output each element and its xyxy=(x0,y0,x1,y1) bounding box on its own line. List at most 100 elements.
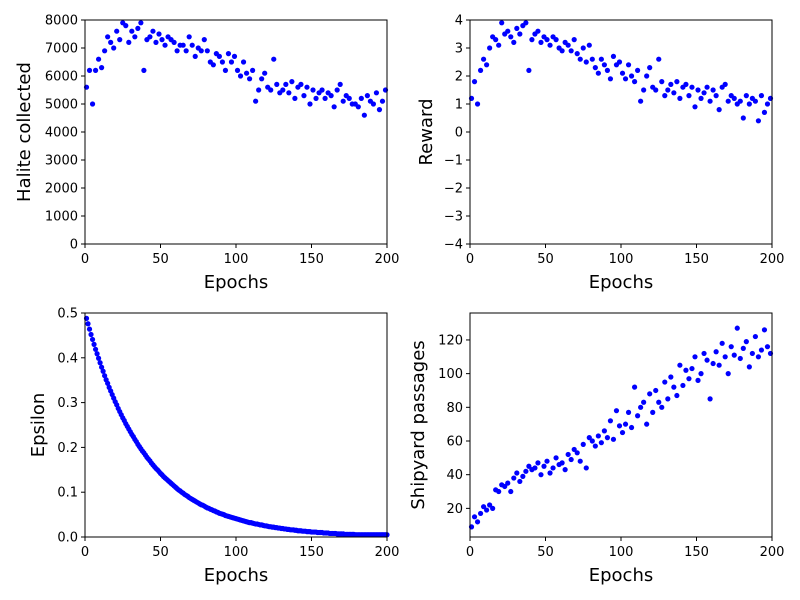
data-point xyxy=(659,404,665,410)
data-point xyxy=(180,42,186,48)
data-point xyxy=(250,67,256,73)
data-point xyxy=(680,382,686,389)
y-tick-label: 0.4 xyxy=(57,351,78,366)
y-axis-label: Shipyard passages xyxy=(408,340,429,509)
data-point xyxy=(574,51,580,57)
data-point xyxy=(231,53,238,60)
reward-ticks: 0 50 100 150 200 −4 −3 −2 −1 0 1 2 3 4 xyxy=(444,14,785,268)
data-point xyxy=(99,364,105,370)
data-point xyxy=(511,475,517,481)
data-point xyxy=(728,344,734,350)
data-point xyxy=(731,95,737,101)
data-point xyxy=(532,465,538,471)
data-point xyxy=(95,56,102,62)
data-point xyxy=(571,37,577,43)
data-point xyxy=(559,48,565,54)
data-point xyxy=(668,81,674,87)
data-point xyxy=(243,70,250,76)
data-point xyxy=(628,424,635,431)
y-tick-label: 120 xyxy=(438,333,463,348)
data-point xyxy=(683,367,689,373)
data-point xyxy=(625,409,632,415)
data-point xyxy=(331,104,337,110)
halite-ticks: 0 50 100 150 2000100020003000400050006000700… xyxy=(45,14,400,268)
y-tick-label: −3 xyxy=(444,210,463,225)
data-point xyxy=(100,368,106,374)
data-point xyxy=(225,51,232,57)
y-tick-label: 2000 xyxy=(45,182,78,197)
data-point xyxy=(547,42,553,48)
data-point xyxy=(86,67,93,73)
data-point xyxy=(665,87,671,93)
y-tick-label: 60 xyxy=(446,435,463,450)
y-tick-label: 6000 xyxy=(45,70,78,85)
data-point xyxy=(301,93,307,99)
data-point xyxy=(337,81,343,87)
data-point xyxy=(514,25,520,31)
data-point xyxy=(480,56,487,62)
y-tick-label: 0.3 xyxy=(57,396,78,411)
data-point xyxy=(129,28,135,34)
data-point xyxy=(204,48,210,54)
data-point xyxy=(517,478,523,485)
data-point xyxy=(514,470,520,476)
data-point xyxy=(508,34,514,40)
data-point xyxy=(731,352,737,358)
data-point xyxy=(725,371,731,377)
data-point xyxy=(237,73,244,79)
data-point xyxy=(271,56,277,62)
data-point xyxy=(517,31,523,37)
data-point xyxy=(550,465,556,471)
data-point xyxy=(268,87,274,93)
data-point xyxy=(477,510,484,517)
data-point xyxy=(641,87,647,93)
data-point xyxy=(749,350,755,357)
data-point xyxy=(322,95,328,101)
data-point xyxy=(99,65,105,71)
data-point xyxy=(610,436,617,442)
data-point xyxy=(701,90,707,96)
data-point xyxy=(126,39,132,46)
data-point xyxy=(568,456,574,463)
data-point xyxy=(310,87,316,93)
data-point xyxy=(577,56,583,62)
data-point xyxy=(598,440,604,446)
data-point xyxy=(228,59,235,65)
data-point xyxy=(740,345,746,351)
y-axis-label: Reward xyxy=(416,98,437,165)
data-point xyxy=(580,45,586,51)
y-tick-label: 0 xyxy=(70,238,78,253)
data-point xyxy=(376,107,383,113)
data-point xyxy=(346,95,352,101)
data-point xyxy=(641,399,647,405)
data-point xyxy=(653,387,659,394)
data-point xyxy=(358,95,364,101)
data-point xyxy=(201,37,207,43)
data-point xyxy=(631,79,638,85)
data-point xyxy=(535,28,541,34)
data-point xyxy=(529,37,535,43)
data-point xyxy=(105,34,111,40)
data-point xyxy=(713,349,719,355)
data-point xyxy=(574,450,580,456)
data-point xyxy=(607,418,614,424)
data-point xyxy=(379,98,386,104)
data-point xyxy=(746,101,752,107)
data-point xyxy=(722,354,728,360)
x-tick-label: 0 xyxy=(81,252,89,267)
data-point xyxy=(644,73,650,79)
data-point xyxy=(102,373,108,379)
data-point xyxy=(758,347,765,353)
y-tick-label: 0.5 xyxy=(57,307,78,322)
data-point xyxy=(689,84,695,90)
data-point xyxy=(725,98,731,104)
data-point xyxy=(710,360,716,367)
shipyard-ticks: 0 50 100 150 200 20 40 60 80 100 120 xyxy=(438,333,784,560)
data-point xyxy=(340,98,346,104)
y-tick-label: −4 xyxy=(444,238,463,253)
data-point xyxy=(222,67,229,73)
data-point xyxy=(722,81,728,87)
data-point xyxy=(571,446,577,453)
data-point xyxy=(153,39,159,46)
subplot-reward: 0 50 100 150 200 −4 −3 −2 −1 0 1 2 3 4 Epochs Reward xyxy=(416,14,784,294)
